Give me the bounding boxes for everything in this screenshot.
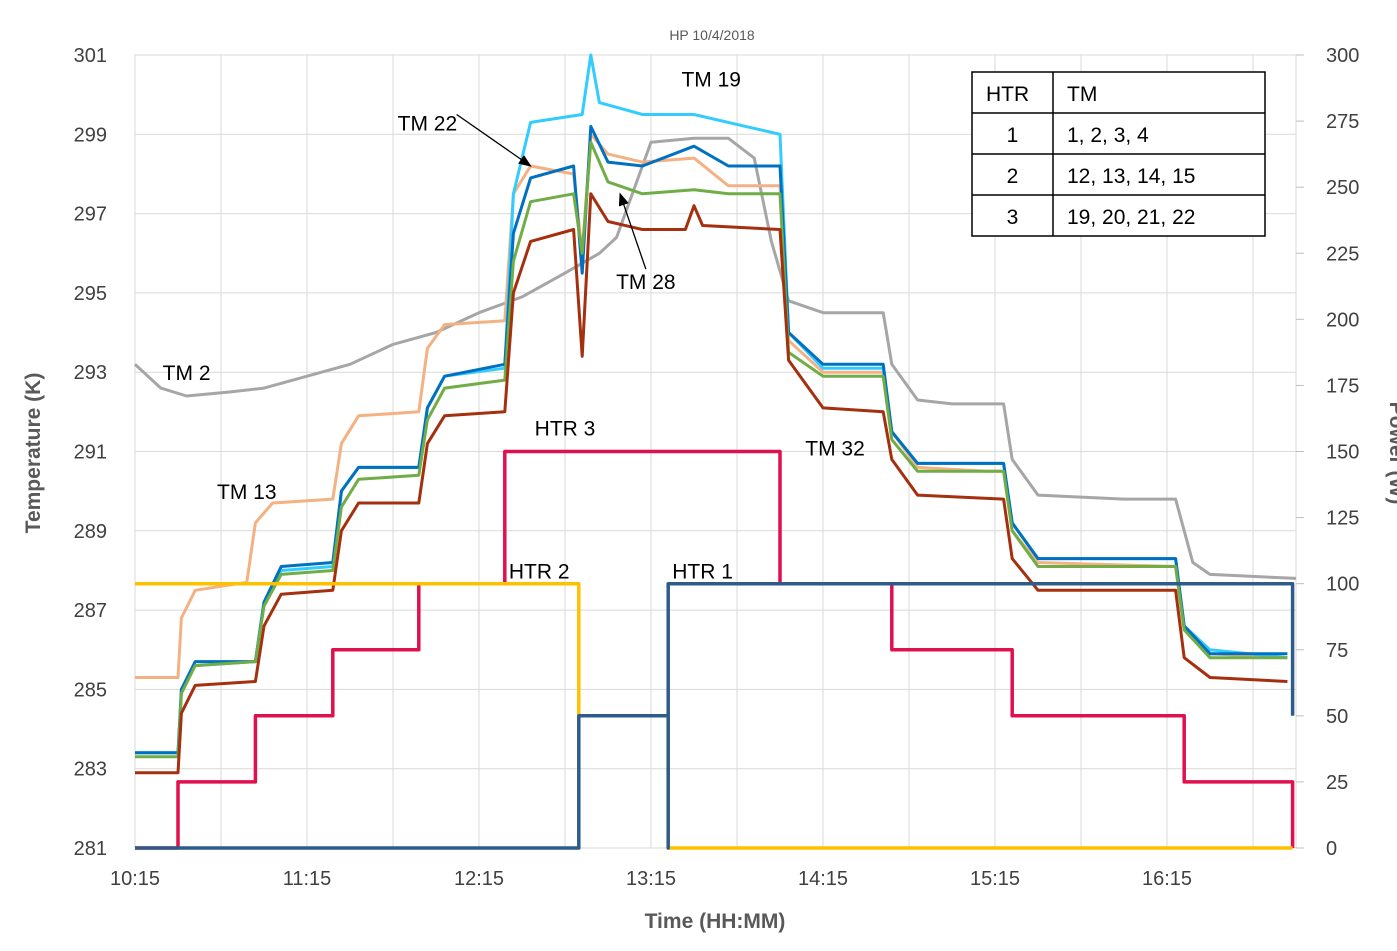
legend-table-cell: 2 (1007, 165, 1019, 188)
x-tick-label: 13:15 (626, 868, 676, 890)
y-right-tick-label: 75 (1326, 640, 1348, 662)
y-left-tick-label: 301 (74, 45, 107, 67)
y-right-tick-label: 175 (1326, 375, 1359, 397)
y-right-tick-label: 125 (1326, 508, 1359, 530)
y-left-tick-label: 281 (74, 838, 107, 860)
y-right-tick-label: 200 (1326, 309, 1359, 331)
legend-table-cell: 3 (1007, 206, 1019, 229)
legend-table-cell: 19, 20, 21, 22 (1067, 206, 1195, 229)
annotation-label: TM 32 (805, 437, 865, 460)
x-tick-label: 15:15 (970, 868, 1020, 890)
annotation-label: TM 19 (681, 69, 741, 92)
x-tick-label: 14:15 (798, 868, 848, 890)
annotation-label: HTR 2 (509, 560, 570, 583)
y-left-tick-label: 285 (74, 679, 107, 701)
y-right-tick-label: 225 (1326, 243, 1359, 265)
y-right-tick-label: 300 (1326, 45, 1359, 67)
legend-table-cell: HTR (986, 83, 1029, 106)
legend-table-cell: 1 (1007, 124, 1019, 147)
axes-layer: 10:15 11:15 12:15 13:15 14:15 15:15 16:15 281 28… (74, 45, 1360, 890)
legend-table-cell: TM (1067, 83, 1097, 106)
x-tick-label: 10:15 (110, 868, 160, 890)
y-right-tick-label: 50 (1326, 706, 1348, 728)
series-tm-28 (135, 140, 1288, 759)
y-left-tick-label: 291 (74, 442, 107, 464)
legend-table-cell: 12, 13, 14, 15 (1067, 165, 1195, 188)
annotation-label: HTR 1 (672, 560, 733, 583)
annotation-label: TM 13 (217, 481, 277, 504)
y-left-tick-label: 295 (74, 283, 107, 305)
y-right-tick-label: 25 (1326, 772, 1348, 794)
legend-table: HTR TM 1 1, 2, 3, 4 2 12, 13, 14, 15 3 19, 20, … (971, 71, 1266, 237)
annotation-layer: TM 19 TM 22 TM 28 TM 2 TM 13 HTR 3 TM 32 HTR 2 H… (163, 69, 865, 584)
y-right-tick-label: 275 (1326, 111, 1359, 133)
legend-table-cell: 1, 2, 3, 4 (1067, 124, 1149, 147)
x-axis-title: Time (HH:MM) (645, 910, 786, 933)
annotation-label: TM 22 (398, 112, 458, 135)
x-tick-label: 12:15 (454, 868, 504, 890)
y-left-tick-label: 297 (74, 204, 107, 226)
series-htr-1 (135, 581, 1295, 850)
y-left-tick-label: 299 (74, 124, 107, 146)
y-right-tick-label: 100 (1326, 574, 1359, 596)
chart-title: HP 10/4/2018 (669, 27, 755, 43)
series-tm-2 (133, 136, 1297, 580)
series-tm-32 (135, 192, 1288, 775)
series-layer (133, 53, 1297, 850)
y-left-tick-label: 283 (74, 759, 107, 781)
series-htr-3 (135, 449, 1295, 850)
arrow-tm-22 (456, 113, 532, 167)
y-right-tick-label: 250 (1326, 177, 1359, 199)
y-axis-right-title: Power (W) (1385, 402, 1397, 505)
x-tick-label: 16:15 (1142, 868, 1192, 890)
y-left-tick-label: 287 (74, 600, 107, 622)
annotation-label: HTR 3 (535, 418, 596, 441)
annotation-label: TM 2 (163, 362, 211, 385)
y-right-tick-label: 0 (1326, 838, 1337, 860)
y-right-tick-label: 150 (1326, 442, 1359, 464)
annotation-label: TM 28 (616, 271, 676, 294)
x-tick-label: 11:15 (283, 868, 332, 890)
y-left-tick-label: 289 (74, 521, 107, 543)
arrow-tm-28 (618, 192, 647, 270)
y-axis-left-title: Temperature (K) (22, 373, 45, 534)
y-left-tick-label: 293 (74, 362, 107, 384)
